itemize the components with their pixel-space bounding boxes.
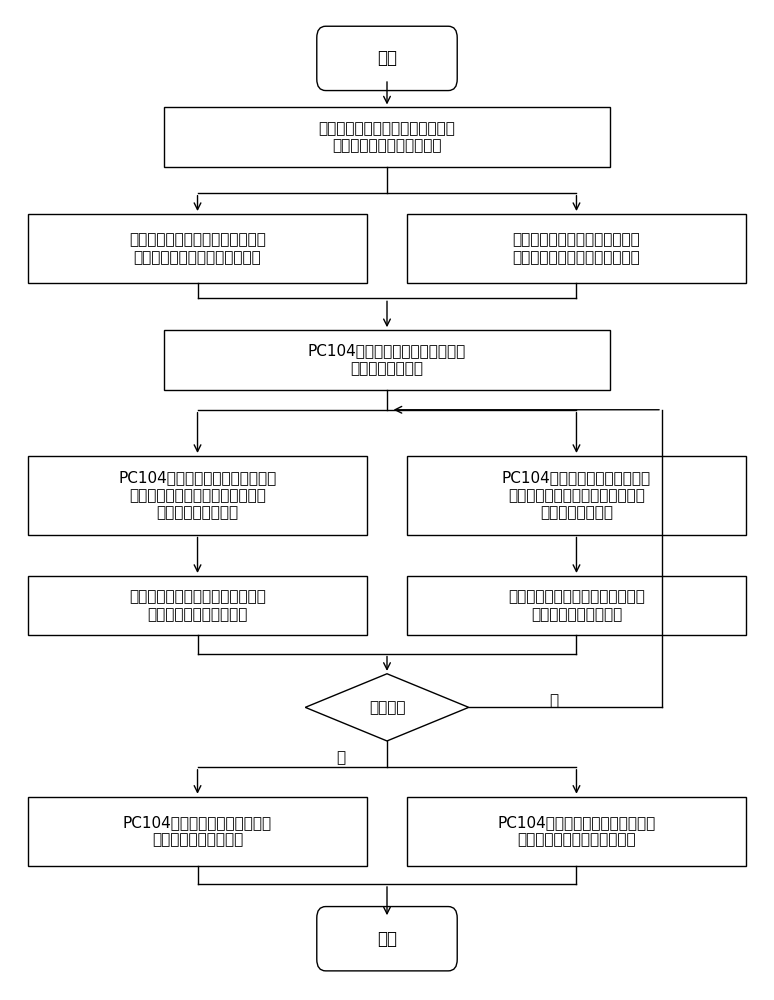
Text: 功能性电刺激仳输出电刺激脉冲到
相应肌肉，使肌肉收缩: 功能性电刺激仳输出电刺激脉冲到 相应肌肉，使肌肉收缩: [508, 589, 645, 622]
Bar: [407, 797, 745, 866]
Bar: [164, 330, 610, 390]
Text: PC104根据末端运动轨迹计算关节
期望轨迹，并发送相应的速度和位
置信号到运动控制卡: PC104根据末端运动轨迹计算关节 期望轨迹，并发送相应的速度和位 置信号到运动…: [118, 470, 276, 520]
Bar: [29, 456, 367, 535]
Text: 运动控制卡产生方向和脉冲信号到
驱动器，控制各关节运动: 运动控制卡产生方向和脉冲信号到 驱动器，控制各关节运动: [129, 589, 266, 622]
Bar: [407, 214, 745, 283]
Text: PC104根据机器人各关节伸屈状
态，发送所设定的电刺激强度参数
到功能性电刺激仳: PC104根据机器人各关节伸屈状 态，发送所设定的电刺激强度参数 到功能性电刺激…: [502, 470, 651, 520]
Bar: [29, 797, 367, 866]
Bar: [29, 214, 367, 283]
Text: PC104向运动控制卡发送停止指
令，使各关节停止运动: PC104向运动控制卡发送停止指 令，使各关节停止运动: [123, 815, 272, 847]
Text: 训练结束: 训练结束: [368, 700, 406, 715]
Text: PC104向功能性电刺激仳发送停止
指令，使各通道停止脉冲输出: PC104向功能性电刺激仳发送停止 指令，使各通道停止脉冲输出: [498, 815, 656, 847]
Text: 否: 否: [550, 693, 559, 708]
FancyBboxPatch shape: [317, 907, 457, 971]
Text: 开始: 开始: [377, 49, 397, 67]
Bar: [407, 576, 745, 635]
Text: 通过触摸屏设定各通道电刺激强
度：频率、正负脉冲宽度和幅値: 通过触摸屏设定各通道电刺激强 度：频率、正负脉冲宽度和幅値: [512, 232, 640, 265]
Bar: [164, 107, 610, 167]
Bar: [29, 576, 367, 635]
Polygon shape: [305, 674, 469, 741]
Bar: [407, 456, 745, 535]
Text: 结束: 结束: [377, 930, 397, 948]
Text: 通过触摸屏选择运动轨迹，设定运
动参数如运动周期、运动半径等: 通过触摸屏选择运动轨迹，设定运 动参数如运动周期、运动半径等: [129, 232, 266, 265]
Text: 是: 是: [337, 750, 345, 765]
FancyBboxPatch shape: [317, 26, 457, 91]
Text: 患者坐在机器人座椅上，下肢各关
节分别与机器人机械臂固定: 患者坐在机器人座椅上，下肢各关 节分别与机器人机械臂固定: [319, 121, 455, 153]
Text: PC104根据运动轨迹计算运动初始
位置，并完成复位: PC104根据运动轨迹计算运动初始 位置，并完成复位: [308, 344, 466, 376]
